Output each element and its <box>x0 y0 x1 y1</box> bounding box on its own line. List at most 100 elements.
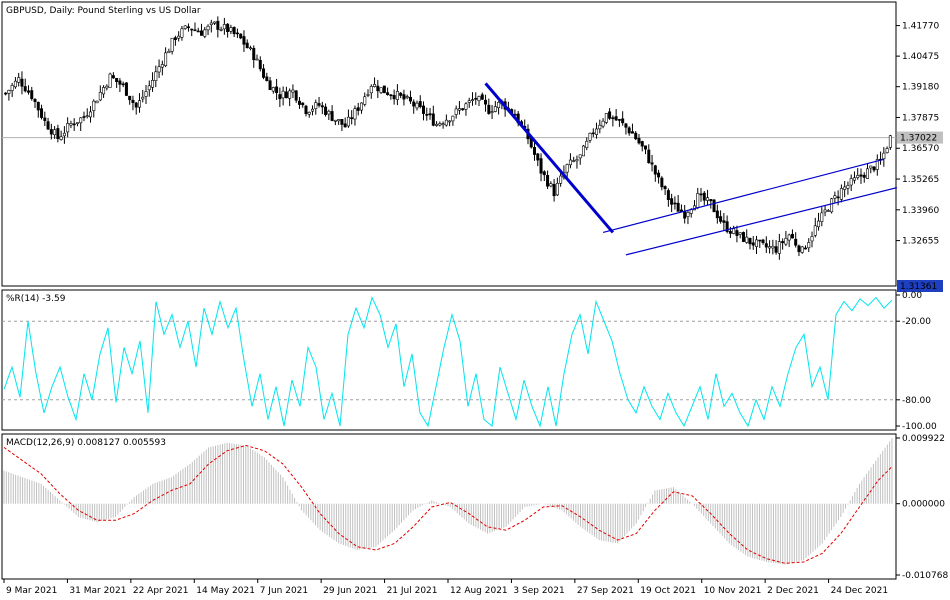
price-tick-label: 1.40475 <box>902 52 939 62</box>
candle-body <box>82 116 86 118</box>
candle-body <box>92 100 96 111</box>
candle-body <box>715 210 719 219</box>
candle-body <box>572 160 576 162</box>
candle-body <box>53 129 57 136</box>
candle-body <box>810 236 814 242</box>
candle-body <box>402 94 406 100</box>
candle-body <box>333 119 337 122</box>
candle-body <box>699 193 703 196</box>
candle-body <box>366 94 370 96</box>
candle-body <box>281 90 285 99</box>
candle-body <box>856 175 860 178</box>
candle-body <box>167 50 171 54</box>
candle-body <box>118 80 122 85</box>
candle-body <box>611 117 615 119</box>
time-tick-label: 14 May 2021 <box>196 586 255 596</box>
trendline-2 <box>602 158 884 234</box>
candle-body <box>173 37 177 40</box>
candle-body <box>209 22 213 25</box>
candle-body <box>379 87 383 93</box>
candle-body <box>408 96 412 102</box>
candle-body <box>758 239 762 242</box>
candle-body <box>105 85 109 89</box>
macd-axis: 0.009922 0.000000 -0.010768 <box>896 434 948 581</box>
time-tick-label: 10 Nov 2021 <box>704 586 762 596</box>
candle-body <box>239 33 243 39</box>
candle-body <box>43 117 47 121</box>
candle-body <box>431 113 435 126</box>
time-tick-label: 24 Dec 2021 <box>831 586 889 596</box>
candle-body <box>846 185 850 189</box>
time-tick-label: 2 Dec 2021 <box>767 586 819 596</box>
candle-body <box>575 159 579 162</box>
price-tick-label: 1.32655 <box>902 237 939 247</box>
candle-body <box>794 238 798 246</box>
candle-body <box>255 58 259 61</box>
candle-body <box>134 102 138 108</box>
williams-r-axis: 0.00 -20.00 -80.00 -100.00 <box>896 291 937 432</box>
candle-body <box>480 94 484 100</box>
candle-body <box>193 29 197 32</box>
time-tick-label: 19 Oct 2021 <box>640 586 696 596</box>
candle-body <box>294 90 298 101</box>
candle-body <box>79 117 83 124</box>
candle-body <box>493 106 497 112</box>
candle-body <box>719 216 723 222</box>
candle-body <box>595 128 599 135</box>
candle-body <box>340 118 344 125</box>
candle-body <box>288 90 292 99</box>
candle-body <box>180 28 184 38</box>
candle-body <box>706 197 710 201</box>
candle-body <box>771 245 775 249</box>
candle-body <box>242 36 246 45</box>
candle-body <box>640 141 644 147</box>
candle-body <box>7 89 11 94</box>
candle-body <box>353 108 357 120</box>
candle-body <box>735 230 739 236</box>
trendline-3 <box>625 187 898 256</box>
candle-body <box>487 104 491 114</box>
candle-body <box>484 99 488 105</box>
candle-body <box>885 148 889 153</box>
candle-body <box>17 77 21 83</box>
candle-body <box>425 114 429 116</box>
candle-body <box>75 122 79 124</box>
candle-body <box>284 91 288 99</box>
candle-body <box>888 135 892 148</box>
candle-body <box>382 85 386 94</box>
williams-r-panel-frame <box>1 289 897 431</box>
candle-body <box>653 165 657 175</box>
candle-body <box>467 100 471 103</box>
candle-body <box>477 96 481 102</box>
williams-r-tick-label: -80.00 <box>902 396 931 406</box>
candle-body <box>170 37 174 52</box>
candle-body <box>882 152 886 160</box>
candle-body <box>177 35 181 39</box>
candle-body <box>559 175 563 184</box>
candle-body <box>59 136 63 140</box>
candle-body <box>131 99 135 103</box>
candle-body <box>813 225 817 236</box>
candle-body <box>216 20 220 30</box>
candle-body <box>617 119 621 121</box>
candle-body <box>275 86 279 94</box>
candle-body <box>601 120 605 127</box>
candle-body <box>438 123 442 126</box>
candle-body <box>666 190 670 200</box>
candle-body <box>369 85 373 94</box>
candle-body <box>624 123 628 128</box>
candle-body <box>441 123 445 126</box>
candle-body <box>836 196 840 199</box>
candle-body <box>164 52 168 67</box>
candle-body <box>614 116 618 121</box>
williams-r-tick-label: -20.00 <box>902 317 931 327</box>
time-tick-label: 22 Apr 2021 <box>133 586 189 596</box>
candle-body <box>386 92 390 95</box>
candle-body <box>673 202 677 205</box>
williams-r-tick-label: 0.00 <box>902 291 922 301</box>
candle-body <box>268 80 272 91</box>
candle-body <box>849 178 853 186</box>
candle-body <box>4 92 8 95</box>
candle-body <box>650 162 654 165</box>
candle-body <box>235 32 239 35</box>
